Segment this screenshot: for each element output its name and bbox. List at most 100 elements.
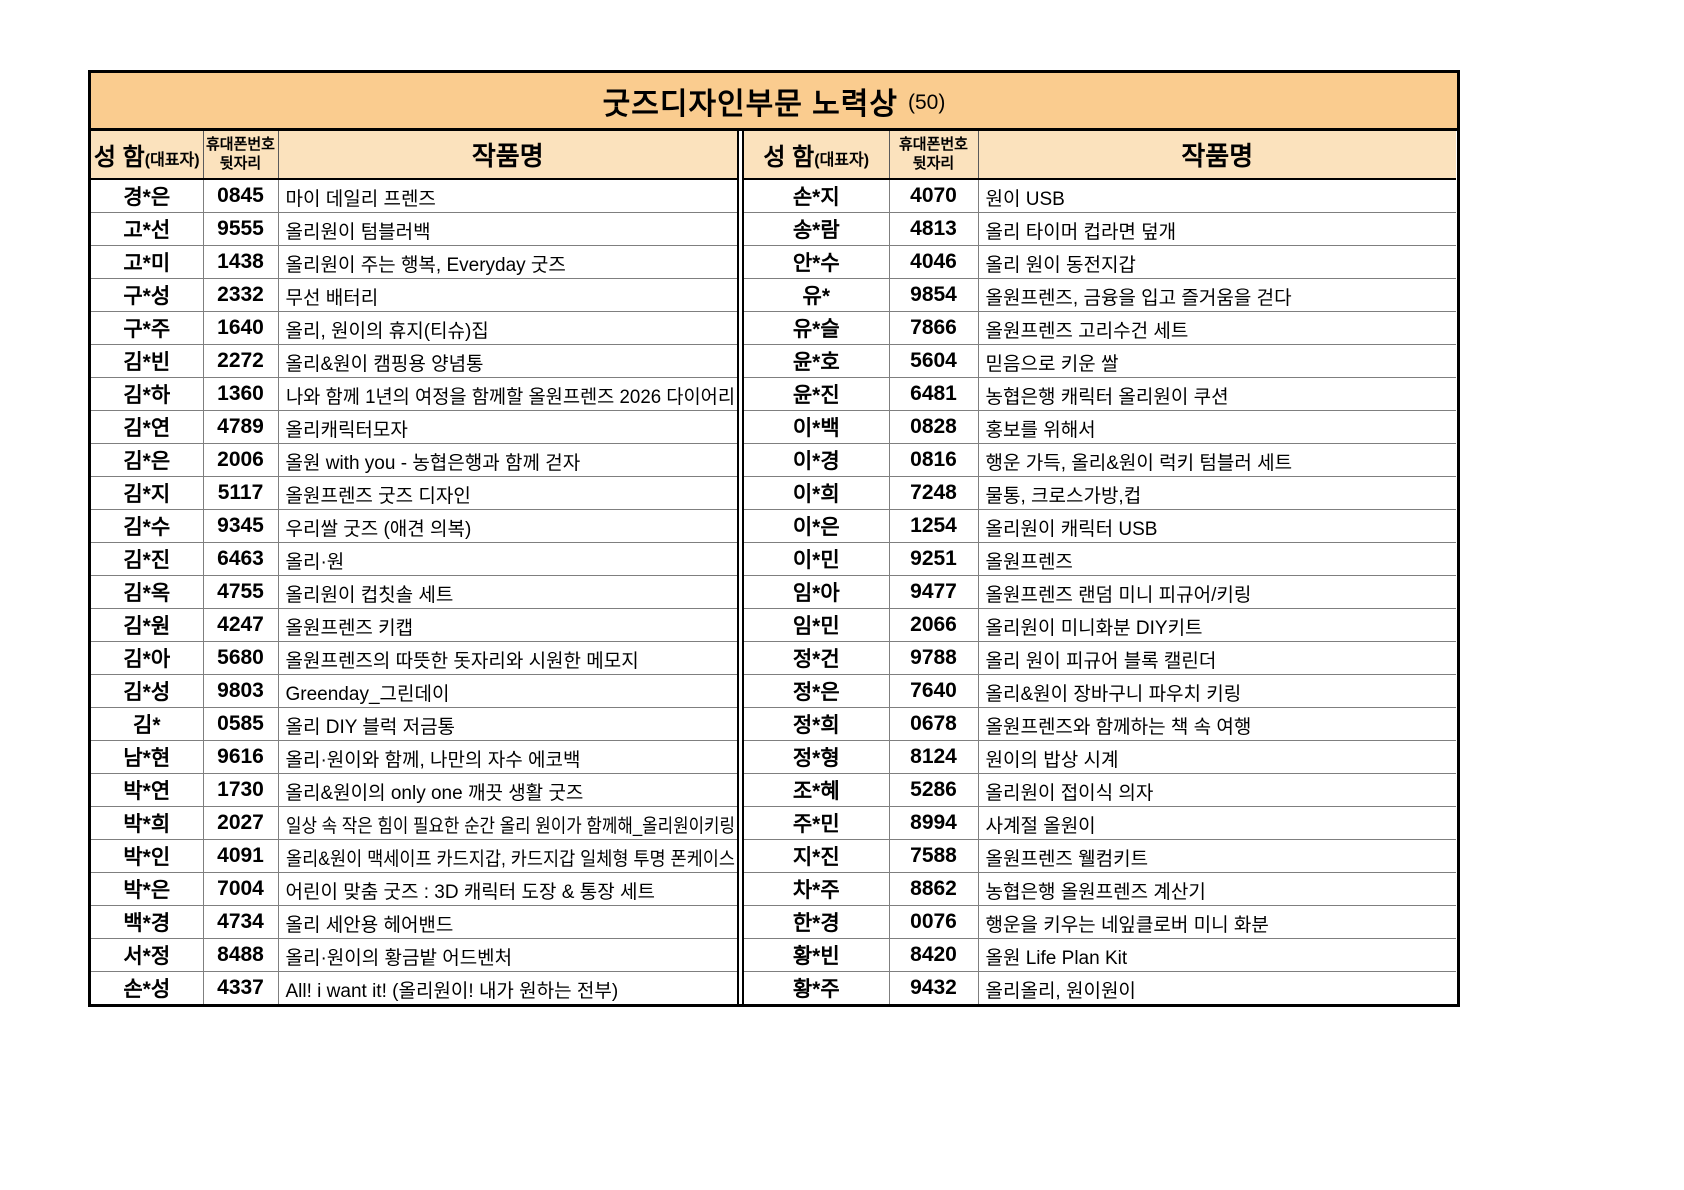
phone-cell: 4046 (888, 244, 979, 279)
name-cell: 서*정 (91, 937, 204, 972)
name-cell: 이*은 (744, 508, 890, 543)
table-row: 윤*진 6481 농협은행 캐릭터 올리원이 쿠션 (744, 376, 1456, 411)
work-cell: 올원프렌즈 키캡 (277, 607, 737, 642)
winner-count: (50) (907, 90, 946, 114)
name-cell: 한*경 (744, 904, 890, 939)
table-row: 박*인 4091 올리&원이 맥세이프 카드지갑, 카드지갑 일체형 투명 폰케이스 (91, 838, 737, 873)
phone-cell: 0845 (202, 178, 279, 213)
table-row: 손*성 4337 All! i want it! (올리원이! 내가 원하는 전부) (91, 970, 737, 1004)
name-cell: 임*민 (744, 607, 890, 642)
name-cell: 구*주 (91, 310, 204, 345)
work-cell: 올리·원이와 함께, 나만의 자수 에코백 (277, 739, 737, 774)
work-cell: 사계절 올원이 (977, 805, 1456, 840)
work-cell: 마이 데일리 프렌즈 (277, 178, 737, 213)
phone-cell: 8994 (888, 805, 979, 840)
table-row: 황*주 9432 올리올리, 원이원이 (744, 970, 1456, 1004)
name-cell: 임*아 (744, 574, 890, 609)
work-cell: Greenday_그린데이 (277, 673, 737, 708)
work-cell: 올리 원이 동전지갑 (977, 244, 1456, 279)
table-row: 구*성 2332 무선 배터리 (91, 277, 737, 312)
phone-cell: 1730 (202, 772, 279, 807)
col-header-name: 성 함(대표자) (744, 131, 890, 180)
name-cell: 김*수 (91, 508, 204, 543)
phone-cell: 9251 (888, 541, 979, 576)
table-row: 김*빈 2272 올리&원이 캠핑용 양념통 (91, 343, 737, 378)
table-row: 구*주 1640 올리, 원이의 휴지(티슈)집 (91, 310, 737, 345)
work-cell: 일상 속 작은 힘이 필요한 순간 올리 원이가 함께해_올리원이키링 (277, 805, 737, 840)
phone-cell: 9432 (888, 970, 979, 1004)
table-row: 김*진 6463 올리·원 (91, 541, 737, 576)
work-cell: 올리·원 (277, 541, 737, 576)
phone-cell: 5117 (202, 475, 279, 510)
table-row: 황*빈 8420 올원 Life Plan Kit (744, 937, 1456, 972)
table-row: 정*건 9788 올리 원이 피규어 블록 캘린더 (744, 640, 1456, 675)
phone-cell: 6481 (888, 376, 979, 411)
work-cell: 올원프렌즈, 금융을 입고 즐거움을 걷다 (977, 277, 1456, 312)
table-row: 김*원 4247 올원프렌즈 키캡 (91, 607, 737, 642)
name-cell: 김*빈 (91, 343, 204, 378)
table-body-wrap: 성 함(대표자) 휴대폰번호 뒷자리 작품명 경*은 0845 마이 데일리 프렌즈… (91, 131, 1457, 1004)
work-cell: 올리&원이의 only one 깨끗 생활 굿즈 (277, 772, 737, 807)
name-cell: 지*진 (744, 838, 890, 873)
phone-cell: 2027 (202, 805, 279, 840)
work-cell: 농협은행 올원프렌즈 계산기 (977, 871, 1456, 906)
table-row: 윤*호 5604 믿음으로 키운 쌀 (744, 343, 1456, 378)
phone-cell: 0828 (888, 409, 979, 444)
table-row: 이*은 1254 올리원이 캐릭터 USB (744, 508, 1456, 543)
name-cell: 윤*진 (744, 376, 890, 411)
name-cell: 유*슬 (744, 310, 890, 345)
col-header-work: 작품명 (977, 131, 1456, 180)
table-title-bar: 굿즈디자인부문 노력상 (50) (91, 73, 1457, 131)
table-row: 조*혜 5286 올리원이 접이식 의자 (744, 772, 1456, 807)
table-row: 임*민 2066 올리원이 미니화분 DIY키트 (744, 607, 1456, 642)
name-cell: 정*희 (744, 706, 890, 741)
phone-cell: 5680 (202, 640, 279, 675)
name-cell: 구*성 (91, 277, 204, 312)
work-cell: All! i want it! (올리원이! 내가 원하는 전부) (277, 970, 737, 1004)
table-row: 김*성 9803 Greenday_그린데이 (91, 673, 737, 708)
name-cell: 황*빈 (744, 937, 890, 972)
table-row: 고*선 9555 올리원이 텀블러백 (91, 211, 737, 246)
work-cell: 올리, 원이의 휴지(티슈)집 (277, 310, 737, 345)
work-cell: 원이 USB (977, 178, 1456, 213)
phone-cell: 4337 (202, 970, 279, 1004)
work-cell: 올리&원이 캠핑용 양념통 (277, 343, 737, 378)
phone-cell: 9788 (888, 640, 979, 675)
phone-cell: 4789 (202, 409, 279, 444)
table-header-left: 성 함(대표자) 휴대폰번호 뒷자리 작품명 (91, 131, 737, 180)
work-cell: 올원프렌즈 웰컴키트 (977, 838, 1456, 873)
work-cell: 올리 원이 피규어 블록 캘린더 (977, 640, 1456, 675)
table-row: 김*아 5680 올원프렌즈의 따뜻한 돗자리와 시원한 메모지 (91, 640, 737, 675)
table-row: 박*희 2027 일상 속 작은 힘이 필요한 순간 올리 원이가 함께해_올리원이… (91, 805, 737, 840)
phone-cell: 9803 (202, 673, 279, 708)
phone-cell: 9555 (202, 211, 279, 246)
name-cell: 경*은 (91, 178, 204, 213)
phone-cell: 2272 (202, 343, 279, 378)
phone-cell: 7640 (888, 673, 979, 708)
table-row: 송*람 4813 올리 타이머 컵라면 덮개 (744, 211, 1456, 246)
phone-cell: 1360 (202, 376, 279, 411)
work-cell: 원이의 밥상 시계 (977, 739, 1456, 774)
table-row: 한*경 0076 행운을 키우는 네잎클로버 미니 화분 (744, 904, 1456, 939)
col-header-phone: 휴대폰번호 뒷자리 (888, 131, 979, 180)
phone-cell: 0076 (888, 904, 979, 939)
table-row: 김*수 9345 우리쌀 굿즈 (애견 의복) (91, 508, 737, 543)
work-cell: 나와 함께 1년의 여정을 함께할 올원프렌즈 2026 다이어리 (277, 376, 737, 411)
table-row: 이*경 0816 행운 가득, 올리&원이 럭키 텀블러 세트 (744, 442, 1456, 477)
table-row: 주*민 8994 사계절 올원이 (744, 805, 1456, 840)
table-row: 유* 9854 올원프렌즈, 금융을 입고 즐거움을 걷다 (744, 277, 1456, 312)
phone-cell: 4813 (888, 211, 979, 246)
phone-cell: 1438 (202, 244, 279, 279)
phone-cell: 6463 (202, 541, 279, 576)
name-cell: 주*민 (744, 805, 890, 840)
phone-cell: 2332 (202, 277, 279, 312)
name-cell: 김*원 (91, 607, 204, 642)
table-row: 김*옥 4755 올리원이 컵칫솔 세트 (91, 574, 737, 609)
phone-cell: 5286 (888, 772, 979, 807)
phone-cell: 9616 (202, 739, 279, 774)
phone-cell: 0816 (888, 442, 979, 477)
phone-cell: 0678 (888, 706, 979, 741)
work-cell: 무선 배터리 (277, 277, 737, 312)
phone-cell: 7004 (202, 871, 279, 906)
name-cell: 김*지 (91, 475, 204, 510)
